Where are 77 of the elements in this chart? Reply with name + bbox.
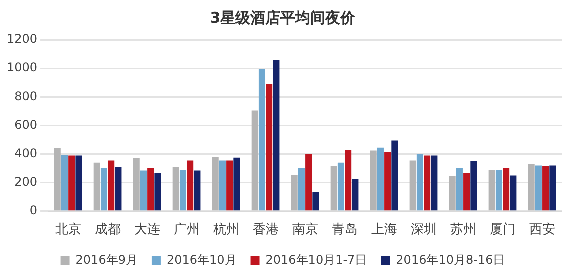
chart-title: 3星级酒店平均间夜价 xyxy=(210,8,357,27)
y-tick-label: 200 xyxy=(14,174,38,189)
bar xyxy=(212,157,219,211)
bar xyxy=(94,162,100,211)
bar xyxy=(352,179,359,211)
bar xyxy=(115,167,122,211)
bar xyxy=(68,156,76,211)
legend-label: 2016年10月1-7日 xyxy=(266,253,368,268)
bar xyxy=(252,110,258,211)
x-tick-label: 北京 xyxy=(55,222,82,238)
bar xyxy=(226,160,234,211)
bar xyxy=(187,160,194,211)
bar xyxy=(464,174,470,211)
bar xyxy=(424,156,431,211)
bar xyxy=(100,168,108,211)
bar xyxy=(108,160,115,211)
x-tick-label: 成都 xyxy=(94,222,121,238)
x-tick-label: 大连 xyxy=(134,222,160,238)
bar xyxy=(291,174,298,211)
bar xyxy=(416,154,424,211)
bar xyxy=(496,170,502,211)
y-tick-label: 0 xyxy=(30,204,38,218)
bar xyxy=(61,154,68,211)
bar xyxy=(449,176,456,211)
bar xyxy=(392,140,398,211)
x-tick-label: 厦门 xyxy=(490,222,516,238)
bar xyxy=(535,166,542,211)
bar xyxy=(219,160,226,211)
bar xyxy=(133,158,140,211)
bar xyxy=(312,192,320,211)
legend-label: 2016年10月8-16日 xyxy=(396,253,506,268)
bar xyxy=(431,156,438,211)
y-tick-label: 400 xyxy=(14,146,38,160)
bar xyxy=(194,170,201,211)
bar xyxy=(172,167,180,211)
bar xyxy=(140,170,147,211)
x-tick-label: 杭州 xyxy=(212,222,240,238)
x-tick-label: 西安 xyxy=(529,222,556,238)
legend-label: 2016年10月 xyxy=(166,253,237,268)
bar xyxy=(76,156,82,211)
bar xyxy=(54,148,61,211)
bar xyxy=(234,158,240,211)
legend-label: 2016年9月 xyxy=(76,253,138,268)
bar xyxy=(306,154,312,211)
bar xyxy=(258,69,266,211)
x-tick-label: 南京 xyxy=(292,222,318,238)
bar xyxy=(410,160,416,211)
bar xyxy=(154,174,162,211)
y-tick-label: 1000 xyxy=(6,60,38,75)
bar xyxy=(510,176,517,211)
bar xyxy=(180,170,186,211)
bar xyxy=(345,150,352,211)
bar xyxy=(384,152,392,211)
bar xyxy=(470,161,478,211)
bar xyxy=(148,168,154,211)
bar xyxy=(370,150,377,211)
x-tick-label: 苏州 xyxy=(450,222,476,238)
y-tick-label: 600 xyxy=(14,118,38,132)
x-tick-label: 青岛 xyxy=(332,222,358,238)
bar xyxy=(550,166,556,211)
x-tick-label: 深圳 xyxy=(410,222,437,238)
bar xyxy=(338,162,344,211)
x-tick-label: 香港 xyxy=(252,222,279,238)
bar xyxy=(377,148,384,211)
bar xyxy=(273,60,280,211)
y-tick-label: 800 xyxy=(14,89,38,104)
bar xyxy=(528,164,535,211)
bar xyxy=(330,166,338,211)
bar xyxy=(266,84,273,211)
y-tick-label: 1200 xyxy=(6,32,38,46)
bar xyxy=(298,168,305,211)
bar xyxy=(488,170,496,211)
bar xyxy=(456,168,463,211)
x-tick-label: 上海 xyxy=(371,222,398,238)
bar xyxy=(503,168,510,211)
x-tick-label: 广州 xyxy=(174,222,200,238)
bar xyxy=(542,166,550,211)
